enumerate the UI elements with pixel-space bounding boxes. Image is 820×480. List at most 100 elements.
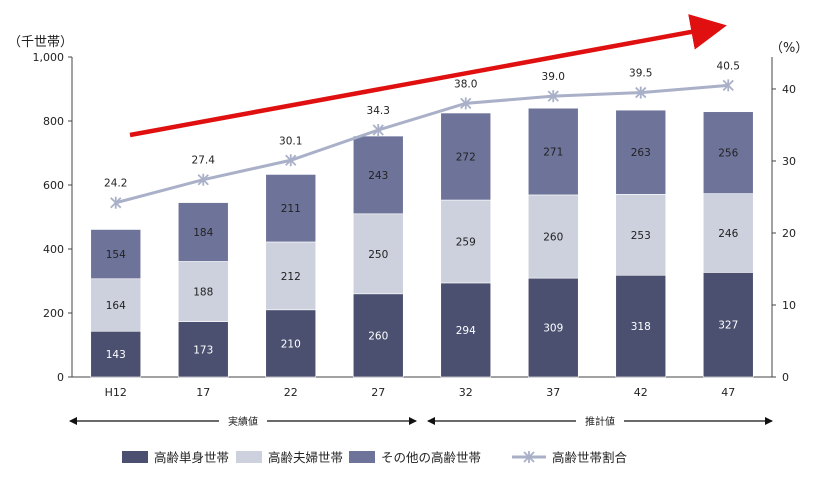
y-right-tick-label: 0 [782, 371, 789, 384]
bar-value-label: 154 [106, 249, 126, 261]
line-point [547, 90, 559, 103]
legend-swatch [236, 451, 262, 463]
legend-label: 高齢単身世帯 [154, 450, 229, 465]
legend-label: 高齢夫婦世帯 [268, 450, 343, 465]
bar-segment [615, 109, 667, 195]
y-left-tick-label: 400 [43, 243, 64, 256]
bar-segment [265, 174, 317, 243]
legend-swatch [122, 451, 148, 463]
bar-value-label: 256 [718, 148, 738, 160]
bar-segment [352, 293, 404, 378]
y-right-unit: （%） [770, 41, 808, 56]
y-right-tick-label: 40 [782, 83, 796, 96]
bar-value-label: 211 [281, 203, 301, 215]
bar-segment [615, 193, 667, 276]
bar-segment [177, 202, 229, 262]
y-right-tick-label: 10 [782, 299, 796, 312]
bar-segment [265, 241, 317, 311]
bar-segment [440, 112, 492, 201]
bar-segment [527, 277, 579, 378]
bar-segment [90, 229, 142, 280]
legend: 高齢単身世帯 高齢夫婦世帯 その他の高齢世帯 高齢世帯割合 [122, 450, 628, 465]
bar-value-label: 259 [456, 236, 476, 248]
bar-value-label: 260 [368, 330, 388, 342]
y-right-tick-label: 20 [782, 227, 796, 240]
bar-value-label: 263 [631, 147, 651, 159]
line-series [115, 83, 729, 205]
line-point [197, 173, 209, 186]
legend-label: 高齢世帯割合 [552, 450, 628, 465]
bar-value-label: 309 [543, 323, 563, 335]
y-left-tick-label: 0 [57, 371, 64, 384]
period-label: 実績値 [228, 415, 258, 428]
line-point [285, 154, 297, 167]
bar-value-label: 246 [718, 228, 738, 240]
y-left-tick-label: 600 [43, 179, 64, 192]
y-left-tick-label: 800 [43, 115, 64, 128]
x-tick-label: 32 [459, 386, 473, 399]
bar-segment [177, 261, 229, 322]
bar-value-label: 327 [718, 320, 738, 332]
line-point [110, 196, 122, 209]
legend-item: 高齢世帯割合 [512, 450, 628, 465]
legend-item: 高齢単身世帯 [122, 450, 229, 465]
line-value-label: 27.4 [192, 155, 216, 167]
period-bracket: 推計値 [427, 415, 773, 428]
y-left-unit: （千世帯） [8, 35, 73, 50]
period-label: 推計値 [585, 415, 615, 428]
y-left-tick-label: 1,000 [33, 51, 65, 64]
x-tick-label: H12 [105, 386, 127, 399]
line-point [722, 79, 734, 92]
bar-value-label: 212 [281, 271, 301, 283]
bar-value-label: 260 [543, 232, 563, 244]
bar-segment [702, 272, 754, 378]
trend-arrow [129, 14, 727, 138]
bar-value-label: 294 [456, 325, 476, 337]
legend-label: その他の高齢世帯 [381, 450, 481, 465]
x-tick-label: 37 [546, 386, 560, 399]
bar-value-label: 188 [193, 287, 213, 299]
bar-segment [177, 321, 229, 378]
bar-value-label: 243 [368, 170, 388, 182]
line-point [635, 86, 647, 99]
line-value-label: 40.5 [717, 60, 740, 72]
x-tick-label: 17 [196, 386, 210, 399]
bar-value-label: 143 [106, 349, 126, 361]
bar-segment [265, 309, 317, 378]
bar-value-label: 210 [281, 338, 301, 350]
bar-segment [527, 194, 579, 279]
bar-value-label: 184 [193, 227, 213, 239]
bar-segment [527, 107, 579, 196]
bar-value-label: 253 [631, 230, 651, 242]
bar-segment [90, 278, 142, 332]
line-value-label: 30.1 [279, 135, 302, 147]
x-tick-label: 47 [721, 386, 735, 399]
legend-swatch [349, 451, 375, 463]
line-point [460, 97, 472, 110]
x-tick-label: 42 [634, 386, 648, 399]
y-left-tick-label: 200 [43, 307, 64, 320]
bar-value-label: 173 [193, 344, 213, 356]
bar-segment [702, 111, 754, 194]
bar-segment [352, 213, 404, 295]
line-value-label: 39.5 [629, 68, 652, 80]
bar-value-label: 272 [456, 152, 476, 164]
bar-segment [352, 135, 404, 215]
bar-segment [440, 199, 492, 284]
period-bracket: 実績値 [69, 415, 417, 428]
x-tick-label: 27 [371, 386, 385, 399]
bar-value-label: 164 [106, 300, 126, 312]
line-value-label: 24.2 [104, 178, 127, 190]
bar-value-label: 318 [631, 321, 651, 333]
bar-segment [615, 274, 667, 378]
line-point [372, 124, 384, 137]
line-value-label: 34.3 [367, 105, 390, 117]
line-value-label: 38.0 [454, 78, 477, 90]
bar-segment [440, 282, 492, 378]
bar-segment [90, 330, 142, 378]
bar-value-label: 271 [543, 147, 563, 159]
legend-item: 高齢夫婦世帯 [236, 450, 343, 465]
bar-segment [702, 193, 754, 273]
bar-value-label: 250 [368, 249, 388, 261]
